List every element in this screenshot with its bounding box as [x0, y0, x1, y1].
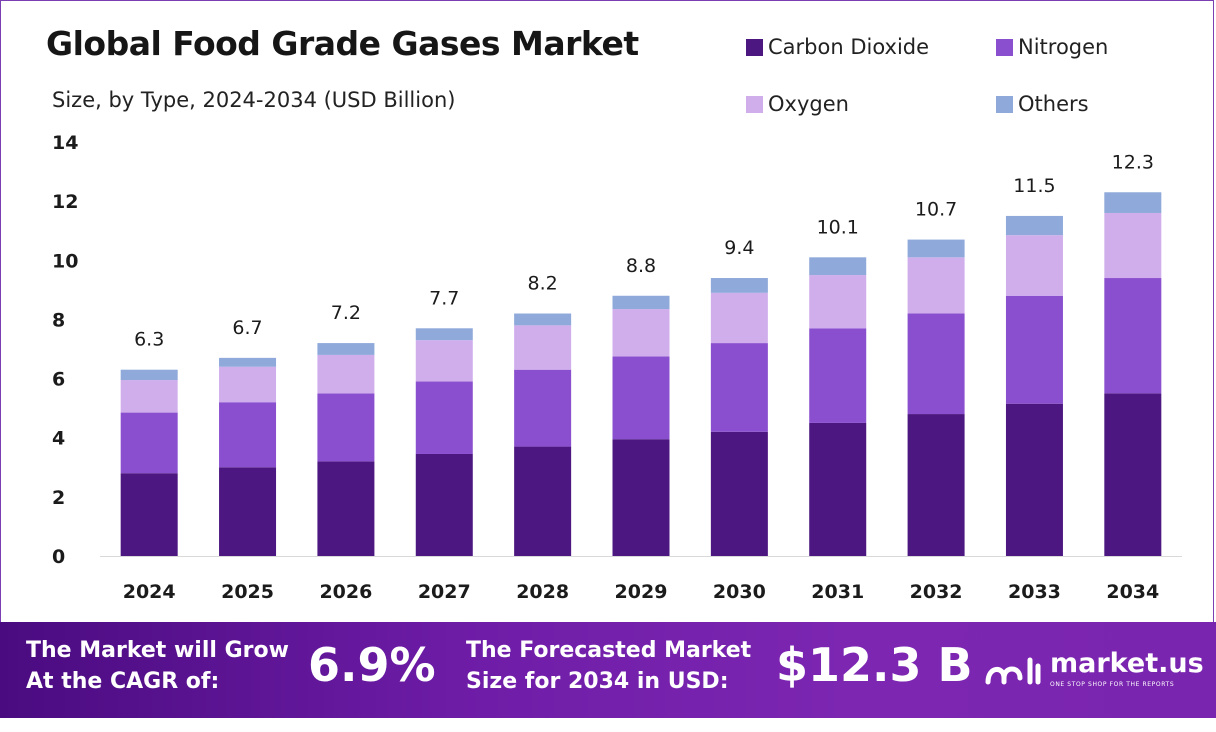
cagr-label-line2: At the CAGR of: [26, 669, 220, 694]
stacked-bar-chart: 0 2 4 6 8 10 12 14 6.3 2024 6.7 2025 7.2 2026 7.7 2027 8… [52, 132, 1182, 603]
bar-segment-carbon-dioxide [809, 422, 867, 556]
bar-segment-carbon-dioxide [612, 439, 670, 556]
bar-segment-oxygen [1005, 235, 1063, 296]
bar-segment-oxygen [415, 340, 473, 382]
bar-segment-nitrogen [907, 313, 965, 415]
bar-total-label: 6.3 [134, 329, 164, 351]
bar-total-label: 8.2 [528, 273, 558, 295]
legend-swatch [996, 39, 1013, 56]
bar-segment-oxygen [612, 309, 670, 357]
bar-segment-oxygen [809, 275, 867, 329]
bar-segment-nitrogen [1005, 295, 1063, 404]
chart-subtitle: Size, by Type, 2024-2034 (USD Billion) [52, 88, 456, 112]
bar-segment-oxygen [219, 366, 277, 403]
bar-segment-nitrogen [809, 328, 867, 423]
bar-segment-carbon-dioxide [415, 453, 473, 556]
bar-segment-others [219, 357, 277, 367]
bar-segment-others [612, 295, 670, 310]
bar-segment-nitrogen [514, 369, 572, 447]
y-tick-label: 6 [52, 369, 65, 391]
bar-total-label: 7.7 [429, 287, 459, 309]
bar-total-label: 7.2 [331, 302, 361, 324]
forecast-value: $12.3 B [776, 638, 973, 692]
bar-total-label: 11.5 [1013, 175, 1055, 197]
bar-segment-oxygen [514, 325, 572, 370]
x-tick-label: 2030 [713, 581, 766, 603]
bar-segment-carbon-dioxide [710, 431, 768, 556]
brand-name: market.us [1050, 648, 1204, 679]
x-tick-label: 2033 [1008, 581, 1061, 603]
x-tick-label: 2027 [418, 581, 471, 603]
bar-total-label: 10.1 [817, 216, 859, 238]
bar-segment-others [1104, 192, 1162, 213]
bar-segment-nitrogen [612, 356, 670, 440]
bar-segment-oxygen [317, 354, 375, 394]
y-tick-label: 8 [52, 309, 65, 331]
chart-title: Global Food Grade Gases Market [46, 24, 639, 63]
bar-segment-others [415, 328, 473, 341]
x-tick-label: 2032 [910, 581, 963, 603]
bar-segment-oxygen [1104, 212, 1162, 279]
bar-segment-others [809, 257, 867, 276]
y-tick-label: 14 [52, 132, 78, 154]
y-tick-label: 12 [52, 191, 78, 213]
legend-label: Others [1018, 92, 1089, 116]
cagr-label: The Market will Grow At the CAGR of: [26, 635, 289, 697]
y-tick-label: 10 [52, 250, 78, 272]
bar-segment-nitrogen [317, 393, 375, 462]
bar-total-label: 10.7 [915, 199, 957, 221]
x-tick-label: 2029 [615, 581, 668, 603]
bar-segment-others [907, 239, 965, 258]
bar-segment-others [1005, 215, 1063, 236]
x-tick-label: 2028 [516, 581, 569, 603]
y-tick-label: 0 [52, 546, 65, 568]
bar-segment-carbon-dioxide [514, 446, 572, 556]
bar-total-label: 8.8 [626, 255, 656, 277]
y-tick-label: 4 [52, 428, 65, 450]
bar-segment-oxygen [120, 380, 178, 413]
bar-segment-carbon-dioxide [120, 473, 178, 556]
bar-segment-nitrogen [120, 412, 178, 474]
bar-segment-others [317, 343, 375, 355]
bar-segment-carbon-dioxide [1104, 393, 1162, 556]
x-tick-label: 2026 [319, 581, 372, 603]
x-tick-label: 2031 [811, 581, 864, 603]
bar-segment-carbon-dioxide [907, 414, 965, 556]
bar-segment-others [514, 313, 572, 326]
bar-segment-others [710, 278, 768, 293]
legend-swatch [746, 96, 763, 113]
forecast-label-line1: The Forecasted Market [466, 638, 752, 663]
bar-segment-carbon-dioxide [317, 461, 375, 556]
brand-logo: market.us ONE STOP SHOP FOR THE REPORTS [984, 648, 1214, 698]
bar-segment-others [120, 369, 178, 381]
bar-total-label: 12.3 [1112, 151, 1154, 173]
cagr-value: 6.9% [308, 638, 436, 692]
bar-segment-nitrogen [1104, 278, 1162, 394]
y-tick-label: 2 [52, 487, 65, 509]
x-tick-label: 2024 [123, 581, 176, 603]
bar-segment-carbon-dioxide [219, 467, 277, 556]
bar-segment-carbon-dioxide [1005, 403, 1063, 556]
legend-label: Oxygen [768, 92, 849, 116]
bar-segment-nitrogen [415, 381, 473, 454]
market-us-logo-icon [985, 657, 1041, 685]
bar-segment-nitrogen [710, 343, 768, 432]
legend-swatch [746, 39, 763, 56]
brand-tagline: ONE STOP SHOP FOR THE REPORTS [1050, 681, 1175, 688]
bar-segment-oxygen [710, 292, 768, 344]
forecast-label-line2: Size for 2034 in USD: [466, 669, 729, 694]
bar-segment-nitrogen [219, 402, 277, 468]
bar-total-label: 9.4 [724, 237, 754, 259]
summary-banner [0, 622, 1216, 732]
legend-swatch [996, 96, 1013, 113]
cagr-label-line1: The Market will Grow [26, 638, 289, 663]
legend-label: Carbon Dioxide [768, 35, 930, 59]
bar-total-label: 6.7 [232, 317, 262, 339]
forecast-label: The Forecasted Market Size for 2034 in U… [466, 635, 751, 697]
bar-segment-oxygen [907, 257, 965, 314]
legend-label: Nitrogen [1018, 35, 1109, 59]
x-tick-label: 2025 [221, 581, 274, 603]
x-tick-label: 2034 [1106, 581, 1159, 603]
